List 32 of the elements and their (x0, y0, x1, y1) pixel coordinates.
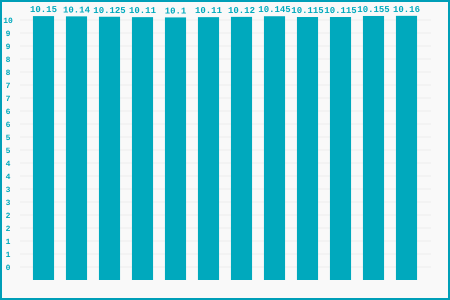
y-tick-label: 3 (6, 186, 11, 195)
y-tick-label: 1 (6, 250, 11, 260)
data-label: 10.125 (93, 6, 126, 16)
data-label: 10.115 (324, 6, 357, 16)
y-tick-label: 5 (6, 146, 11, 156)
y-tick-label: 3 (6, 198, 11, 208)
data-label: 10.11 (128, 6, 157, 16)
y-tick-label: 4 (6, 172, 11, 182)
y-tick-label: 6 (6, 120, 11, 130)
y-tick-label: 9 (6, 30, 11, 39)
y-tick-label: 7 (6, 82, 11, 91)
y-tick-label: 5 (6, 134, 11, 143)
y-tick-label: 4 (6, 160, 11, 169)
data-label: 10.11 (194, 6, 223, 16)
data-label: 10.15 (30, 5, 58, 16)
data-label: 10.16 (392, 4, 420, 15)
y-tick-label: 7 (6, 94, 11, 104)
data-label: 10.115 (291, 6, 324, 16)
y-tick-label: 1 (6, 238, 11, 247)
y-tick-label: 8 (6, 56, 11, 65)
y-tick-label: 10 (3, 16, 13, 26)
data-label: 10.155 (357, 4, 390, 15)
y-tick-label: 0 (6, 264, 11, 273)
data-label: 10.14 (62, 5, 91, 16)
y-tick-label: 2 (6, 224, 11, 234)
data-label: 10.145 (258, 5, 291, 16)
y-tick-label: 6 (6, 108, 11, 117)
data-label: 10.1 (164, 6, 187, 16)
y-tick-label: 2 (6, 212, 11, 221)
y-tick-label: 8 (6, 68, 11, 78)
data-label: 10.12 (228, 6, 256, 16)
y-tick-label: 9 (6, 42, 11, 52)
